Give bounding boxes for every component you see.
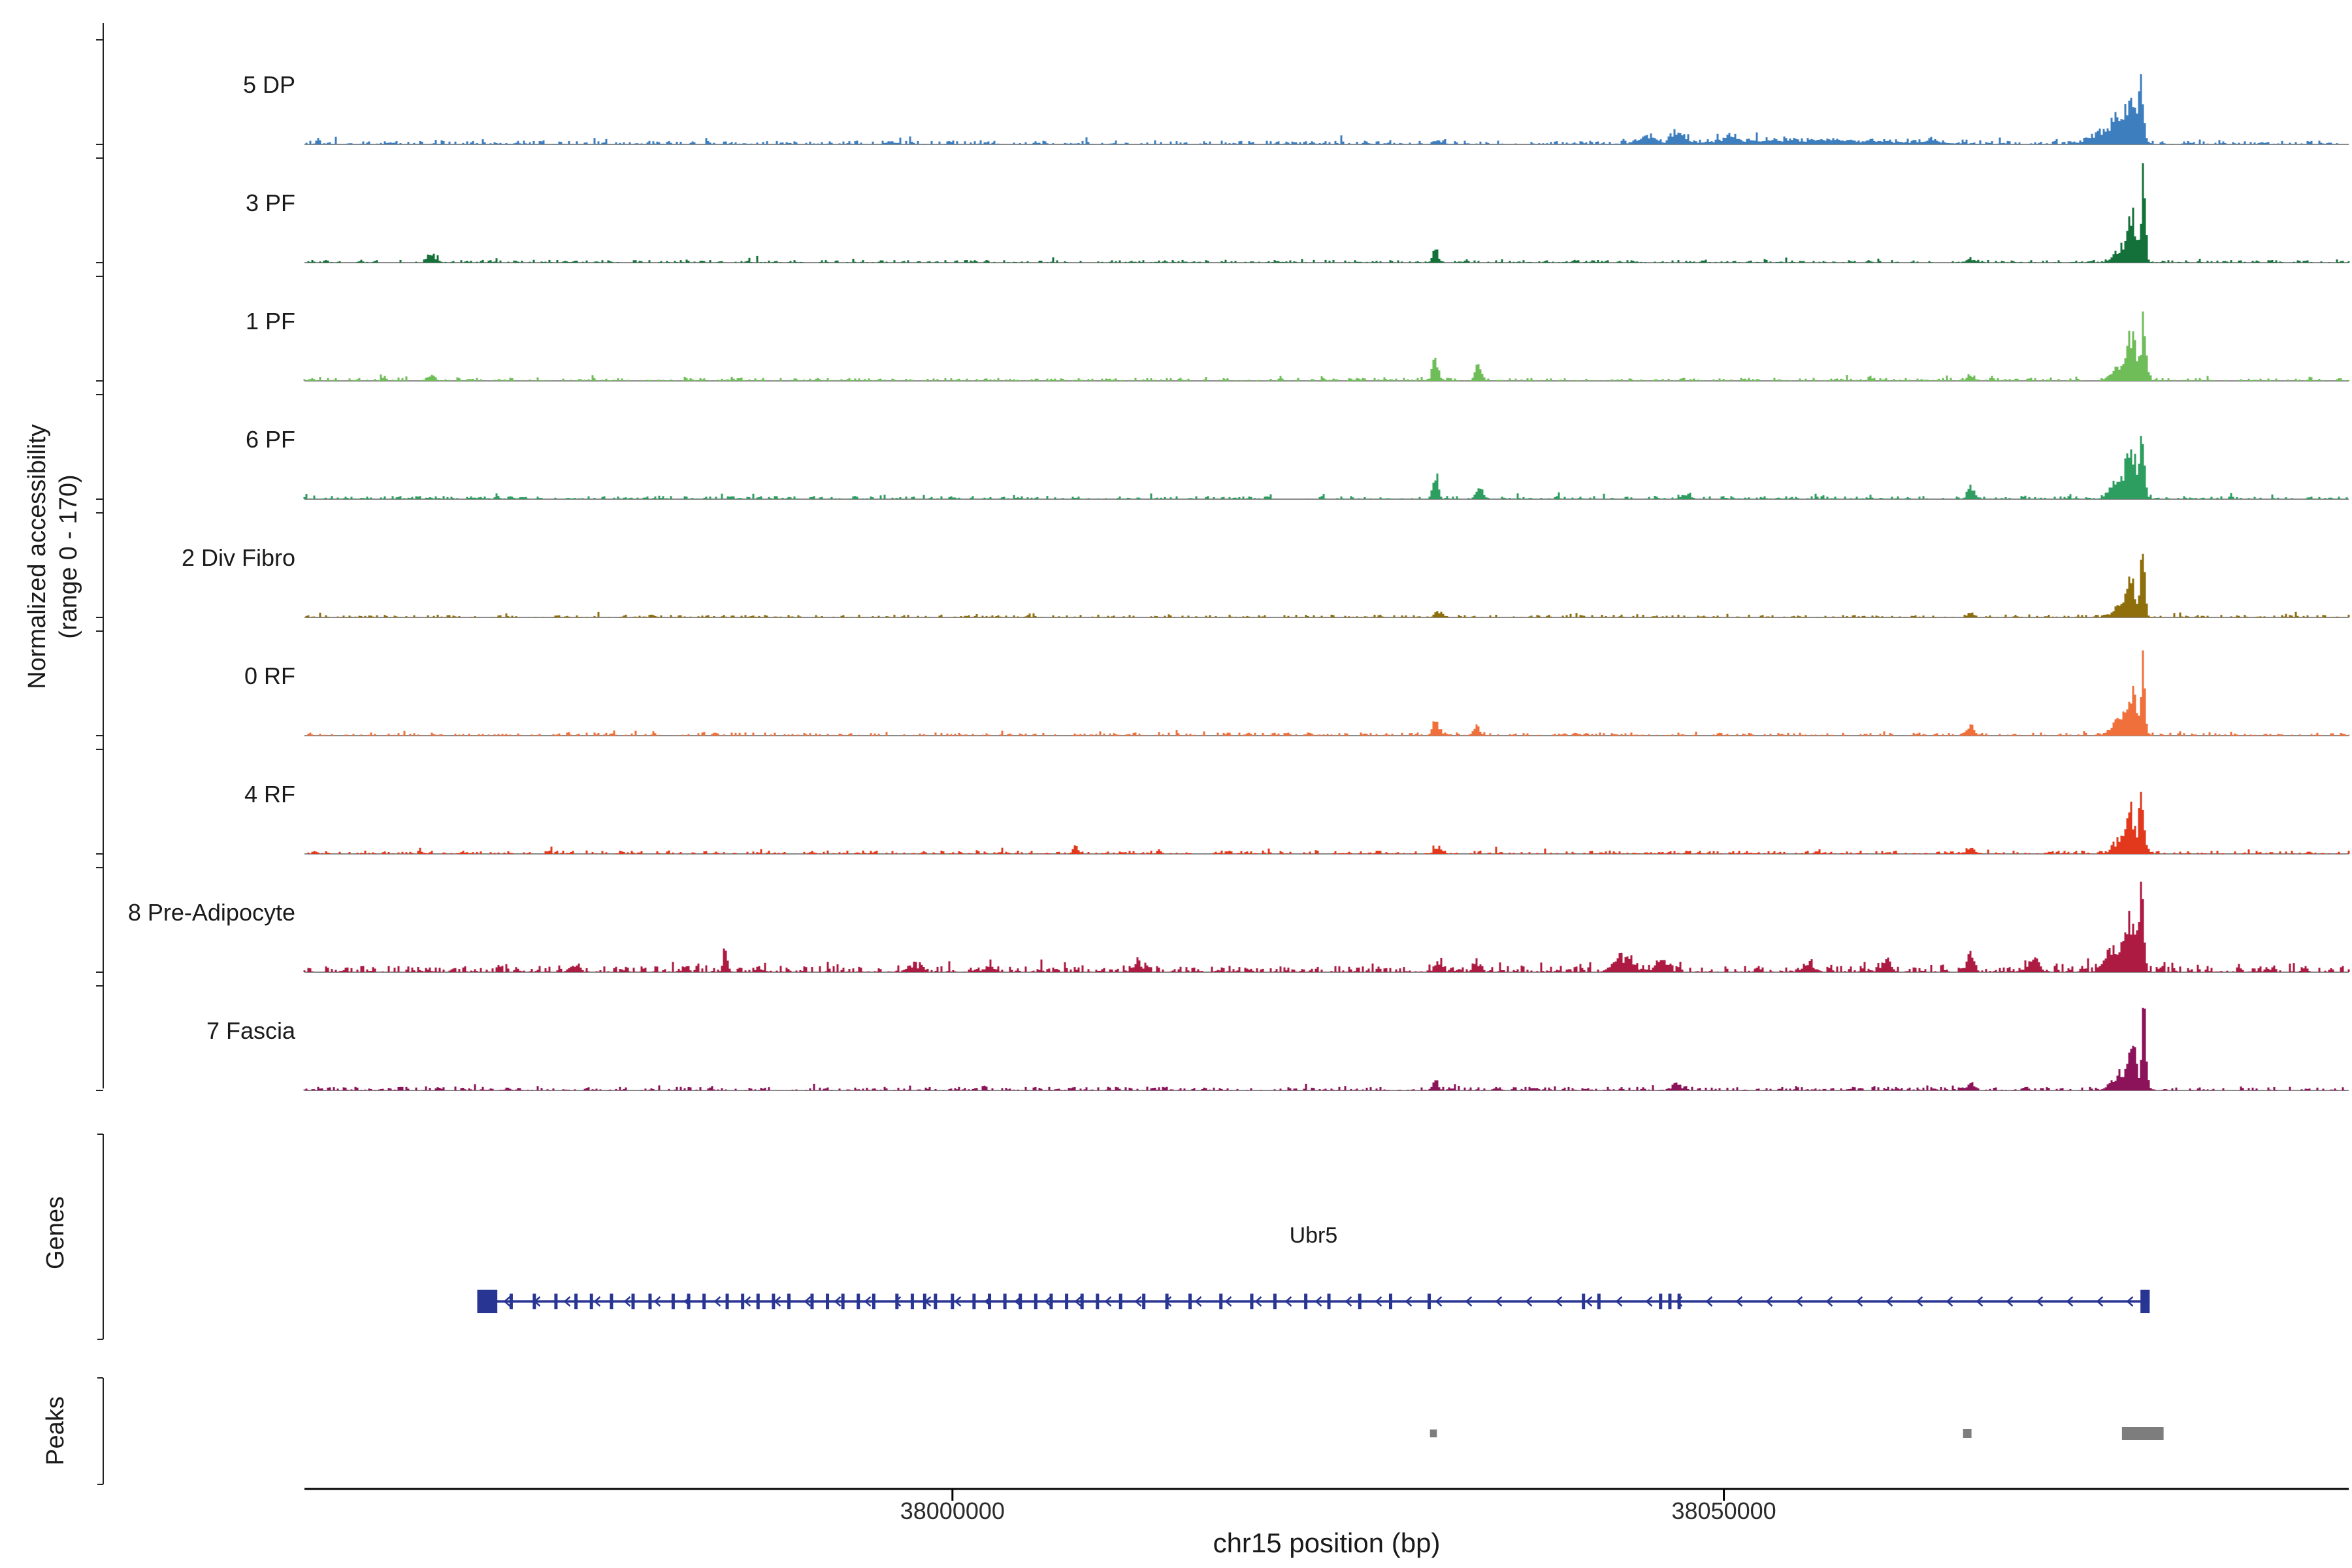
gene-exon-tick (1597, 1294, 1601, 1309)
gene-exon-tick (988, 1294, 992, 1309)
gene-exon-tick (725, 1294, 729, 1309)
gene-exon-tick (1080, 1294, 1084, 1309)
peak-box (2121, 1427, 2164, 1440)
track-label: 0 RF (244, 662, 295, 689)
gene-exon-tick (1034, 1294, 1037, 1309)
gene-exon-tick (1219, 1294, 1223, 1309)
x-axis-tick-label: 38000000 (900, 1497, 1005, 1524)
gene-exon-tick (687, 1294, 691, 1309)
track-signal-plot (303, 311, 2350, 382)
track-label: 2 Div Fibro (181, 544, 295, 571)
gene-exon-tick (1003, 1294, 1007, 1309)
gene-exon-tick (741, 1294, 745, 1309)
gene-exon-tick (1250, 1294, 1254, 1309)
track-label: 6 PF (245, 426, 295, 453)
gene-exon-tick (1142, 1294, 1146, 1309)
gene-exon-tick (826, 1294, 830, 1309)
gene-model (477, 1290, 2150, 1313)
gene-exon-tick (509, 1294, 513, 1309)
gene-exon-tick (1019, 1294, 1022, 1309)
gene-exon-tick (1659, 1294, 1663, 1309)
track-label: 7 Fascia (206, 1017, 295, 1044)
track-label: 4 RF (244, 781, 295, 808)
gene-exon-tick (934, 1294, 938, 1309)
track-label: 8 Pre-Adipocyte (127, 899, 295, 926)
gene-exon-tick (1582, 1294, 1586, 1309)
gene-exon-tick (1273, 1294, 1277, 1309)
gene-exon-tick (610, 1294, 613, 1309)
gene-exon-tick (1668, 1294, 1672, 1309)
gene-exon-tick (1049, 1294, 1053, 1309)
gene-exon-tick (648, 1294, 652, 1309)
gene-exon-tick (1096, 1294, 1100, 1309)
gene-exon-tick (1119, 1294, 1122, 1309)
gene-exon-tick (951, 1294, 955, 1309)
gene-exon-tick (910, 1294, 914, 1309)
gene-exon-tick (756, 1294, 760, 1309)
track-signal-plot (304, 553, 2350, 618)
gene-exon-tick (772, 1294, 776, 1309)
track-label: 5 DP (242, 71, 295, 98)
gene-exon-tick (872, 1294, 875, 1309)
x-axis-title: chr15 position (bp) (1213, 1527, 1441, 1558)
peak-box (1963, 1429, 1972, 1438)
track-label: 3 PF (245, 189, 295, 216)
gene-exon-tick (631, 1294, 635, 1309)
gene-exon-tick (1304, 1294, 1308, 1309)
gene-exon-tick (810, 1294, 814, 1309)
gene-exon-tick (1165, 1294, 1169, 1309)
gene-exon-tick (554, 1294, 558, 1309)
x-axis-tick-label: 38050000 (1671, 1497, 1776, 1524)
gene-name-label: Ubr5 (1289, 1223, 1338, 1248)
gene-exon-tick (589, 1294, 593, 1309)
gene-exon-tick (1428, 1294, 1431, 1309)
track-signal-plot (304, 791, 2350, 855)
track-signal-plot (303, 436, 2349, 500)
gene-exon-tick (574, 1294, 578, 1309)
gene-exon-tick (1327, 1294, 1331, 1309)
track-signal-plot (303, 1007, 2349, 1091)
gene-exon-tick (895, 1294, 899, 1309)
gene-exon-tick (1389, 1294, 1393, 1309)
track-signal-plot (303, 881, 2350, 973)
peak-box (1429, 1429, 1437, 1437)
gene-end-block (2140, 1290, 2150, 1313)
gene-exon-tick (1188, 1294, 1192, 1309)
gene-exon-tick (1358, 1294, 1362, 1309)
track-label: 1 PF (245, 308, 295, 335)
gene-exon-tick (702, 1294, 706, 1309)
gene-end-block (477, 1290, 498, 1313)
gene-exon-tick (923, 1294, 926, 1309)
gene-exon-tick (1065, 1294, 1069, 1309)
gene-exon-tick (841, 1294, 845, 1309)
track-signal-plot (304, 163, 2350, 263)
track-signal-plot (304, 74, 2349, 145)
gene-exon-tick (671, 1294, 675, 1309)
gene-exon-tick (1677, 1294, 1681, 1309)
gene-exon-tick (787, 1294, 791, 1309)
track-signal-plot (304, 650, 2350, 736)
gene-exon-tick (857, 1294, 860, 1309)
gene-exon-tick (972, 1294, 976, 1309)
gene-exon-tick (532, 1294, 536, 1309)
